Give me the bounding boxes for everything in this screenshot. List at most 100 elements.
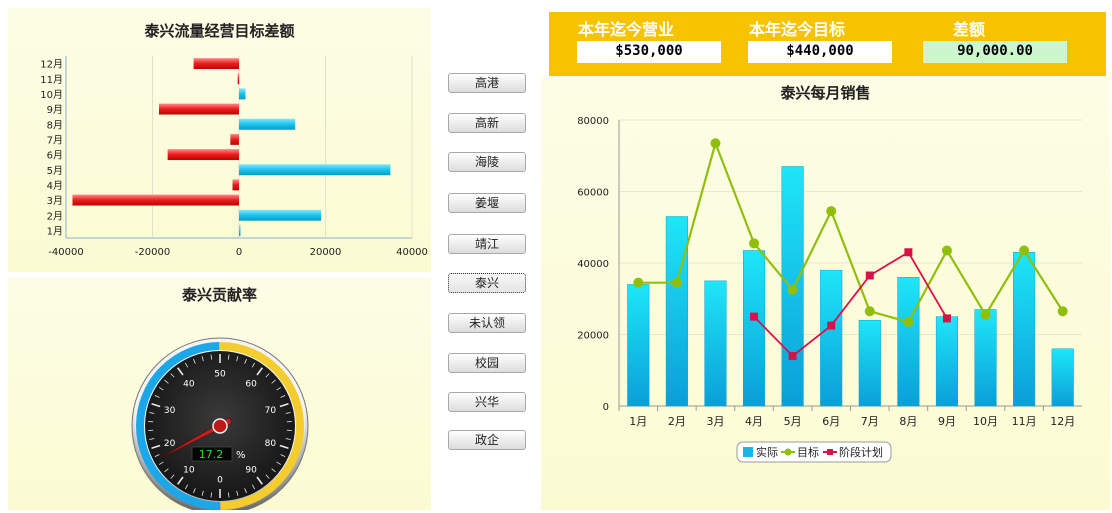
kpi-value-difference: 90,000.00 xyxy=(923,41,1067,63)
gauge-minor-tick xyxy=(251,362,256,368)
gauge-tick-label: 0 xyxy=(217,476,223,486)
x-tick-label: 10月 xyxy=(973,415,998,428)
point-target-5月 xyxy=(787,284,798,295)
region-button-7[interactable]: 未认领 xyxy=(448,313,526,333)
x-tick-label: 8月 xyxy=(899,415,917,428)
bar-1月 xyxy=(239,224,241,236)
region-button-8[interactable]: 校园 xyxy=(448,353,526,373)
target-gap-bar-chart: -40000 -20000 0 20000 40000 1月 2月 3月 4月 5月 6月 7月 8月 9… xyxy=(40,56,428,258)
region-button-1[interactable]: 高港 xyxy=(448,73,526,93)
gauge-tick-label: 10 xyxy=(183,465,195,475)
gauge-minor-tick xyxy=(164,379,169,384)
gauge-minor-tick xyxy=(244,488,247,494)
gauge-minor-tick xyxy=(170,474,175,479)
x-tick-label: 12月 xyxy=(1050,415,1075,428)
region-button-3[interactable]: 海陵 xyxy=(448,152,526,172)
y-tick-label: 80000 xyxy=(577,116,609,127)
bar-actual-6月 xyxy=(820,269,843,407)
point-phase-plan-5月 xyxy=(788,351,797,360)
bar-4月 xyxy=(232,179,239,191)
legend-box xyxy=(736,441,892,463)
legend-swatch-actual xyxy=(743,447,753,457)
gauge-minor-tick xyxy=(201,490,204,496)
y-tick-label: 40000 xyxy=(577,259,609,270)
bar-actual-9月 xyxy=(935,316,959,407)
gauge-minor-tick xyxy=(210,492,212,498)
monthly-sales-chart: 0 20000 40000 60000 80000 1月 2月 3月 4月 5月 6月 7月 8月 9月 1… xyxy=(577,116,1082,463)
bar-actual-3月 xyxy=(704,280,727,407)
region-button-4[interactable]: 姜堰 xyxy=(448,193,526,213)
gauge-major-tick xyxy=(279,402,289,408)
kpi-summary-bar: 本年迄今营业 本年迄今目标 差额 $530,000 $440,000 90,00… xyxy=(549,12,1106,76)
y-tick-label: 0 xyxy=(603,402,609,413)
x-tick-label: 40000 xyxy=(396,247,428,258)
gauge-minor-tick xyxy=(244,358,247,364)
x-tick-label: 20000 xyxy=(310,247,342,258)
point-target-3月 xyxy=(710,138,721,149)
gauge-minor-tick xyxy=(164,468,169,473)
region-button-9[interactable]: 兴华 xyxy=(448,392,526,412)
point-phase-plan-4月 xyxy=(750,312,759,321)
gauge-major-tick xyxy=(256,476,263,485)
bar-actual-2月 xyxy=(665,216,688,407)
gauge-minor-tick xyxy=(265,373,270,378)
gauge-minor-tick xyxy=(154,394,160,398)
gauge-minor-tick xyxy=(149,438,155,440)
x-tick-label: 11月 xyxy=(1012,415,1037,428)
kpi-label-ytd-target: 本年迄今目标 xyxy=(748,20,845,39)
bar-actual-10月 xyxy=(974,309,997,407)
bar-actual-12月 xyxy=(1051,348,1074,407)
kpi-label-ytd-revenue: 本年迄今营业 xyxy=(577,20,674,39)
y-tick-label: 11月 xyxy=(40,74,63,86)
gauge-readout-unit: % xyxy=(236,450,246,461)
gauge-minor-tick xyxy=(149,412,155,414)
bar-11月 xyxy=(237,73,240,85)
y-tick-label: 4月 xyxy=(47,180,63,192)
region-button-5[interactable]: 靖江 xyxy=(448,234,526,254)
gauge-minor-tick xyxy=(170,373,175,378)
bar-actual-8月 xyxy=(897,277,920,407)
x-tick-label: 2月 xyxy=(668,415,686,428)
region-button-6[interactable]: 泰兴 xyxy=(448,273,526,293)
gauge-minor-tick xyxy=(285,412,291,414)
bar-10月 xyxy=(239,88,246,100)
y-tick-label: 10月 xyxy=(40,89,63,101)
x-tick-label: -20000 xyxy=(135,247,170,258)
x-tick-label: 6月 xyxy=(822,415,840,428)
kpi-label-difference: 差额 xyxy=(952,20,985,39)
region-button-10[interactable]: 政企 xyxy=(448,430,526,450)
point-target-2月 xyxy=(671,277,682,288)
gauge-minor-tick xyxy=(193,488,196,494)
legend-label-phase-plan: 阶段计划 xyxy=(839,445,883,459)
point-phase-plan-9月 xyxy=(942,314,951,323)
gauge-tick-label: 80 xyxy=(265,439,277,449)
y-tick-label: 60000 xyxy=(577,188,609,199)
y-tick-label: 12月 xyxy=(40,59,63,71)
gauge-readout-value: 17.2 xyxy=(199,448,224,461)
gauge-minor-tick xyxy=(236,490,239,496)
y-tick-label: 5月 xyxy=(47,165,63,177)
region-button-2[interactable]: 高新 xyxy=(448,113,526,133)
contribution-gauge-panel: 泰兴贡献率 0 10 20 30 40 50 60 70 80 90 17.2% xyxy=(8,278,431,510)
gauge-ring-low xyxy=(136,342,221,510)
y-tick-label: 6月 xyxy=(47,150,63,162)
bar-actual-1月 xyxy=(627,284,650,407)
legend-label-actual: 实际 xyxy=(756,445,778,459)
bar-9月 xyxy=(158,103,239,115)
target-gap-panel: 泰兴流量经营目标差额 -40000 -20000 0 20000 40000 1月 2月 3月… xyxy=(8,8,431,272)
y-tick-label: 3月 xyxy=(47,195,63,207)
gauge-minor-tick xyxy=(210,354,212,360)
line-series-phase-plan xyxy=(753,251,948,358)
point-target-9月 xyxy=(941,245,952,256)
gauge-ring-high xyxy=(219,342,304,510)
x-tick-label: 7月 xyxy=(861,415,879,428)
bar-5月 xyxy=(239,164,391,176)
bar-6月 xyxy=(167,149,239,161)
gauge-tick-label: 90 xyxy=(245,465,257,475)
point-target-12月 xyxy=(1057,306,1068,317)
bar-3月 xyxy=(72,194,239,206)
monthly-sales-panel: 泰兴每月销售 0 20000 40000 60000 80000 1月 2月 3月 4月 5月 6月… xyxy=(541,76,1110,510)
gauge-minor-tick xyxy=(228,354,230,360)
x-tick-label: -40000 xyxy=(48,247,83,258)
gauge-needle-hub xyxy=(212,418,228,434)
